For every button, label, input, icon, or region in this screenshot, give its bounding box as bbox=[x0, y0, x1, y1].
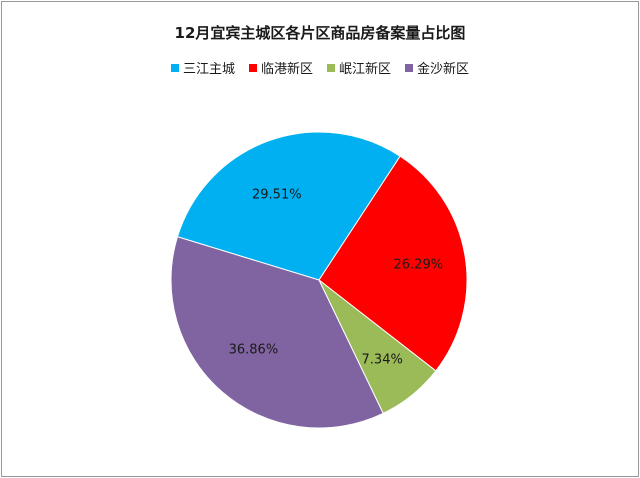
legend-label-0: 三江主城 bbox=[182, 62, 235, 77]
legend-swatch-2 bbox=[327, 63, 335, 72]
legend-label-1: 临港新区 bbox=[260, 62, 313, 77]
pie-label-2: 7.34% bbox=[362, 352, 403, 367]
legend-swatch-0 bbox=[170, 63, 179, 72]
chart-legend: 三江主城 临港新区 岷江新区 金沙新区 bbox=[0, 58, 640, 77]
pie-slice-0 bbox=[176, 131, 401, 281]
legend-swatch-1 bbox=[248, 63, 257, 72]
legend-swatch-3 bbox=[405, 63, 414, 72]
pie-label-0: 29.51% bbox=[252, 187, 302, 202]
legend-label-2: 岷江新区 bbox=[339, 62, 392, 77]
pie-label-3: 36.86% bbox=[229, 342, 279, 357]
legend-item-0: 三江主城 bbox=[170, 58, 235, 77]
legend-item-2: 岷江新区 bbox=[327, 58, 391, 77]
legend-item-3: 金沙新区 bbox=[405, 58, 469, 77]
chart-title: 12月宜宾主城区各片区商品房备案量占比图 bbox=[174, 24, 466, 42]
pie-label-1: 26.29% bbox=[394, 258, 444, 273]
pie-slice-3 bbox=[170, 236, 384, 429]
legend-item-1: 临港新区 bbox=[248, 58, 313, 77]
legend-label-3: 金沙新区 bbox=[417, 62, 470, 77]
pie-slice-1 bbox=[318, 155, 468, 372]
